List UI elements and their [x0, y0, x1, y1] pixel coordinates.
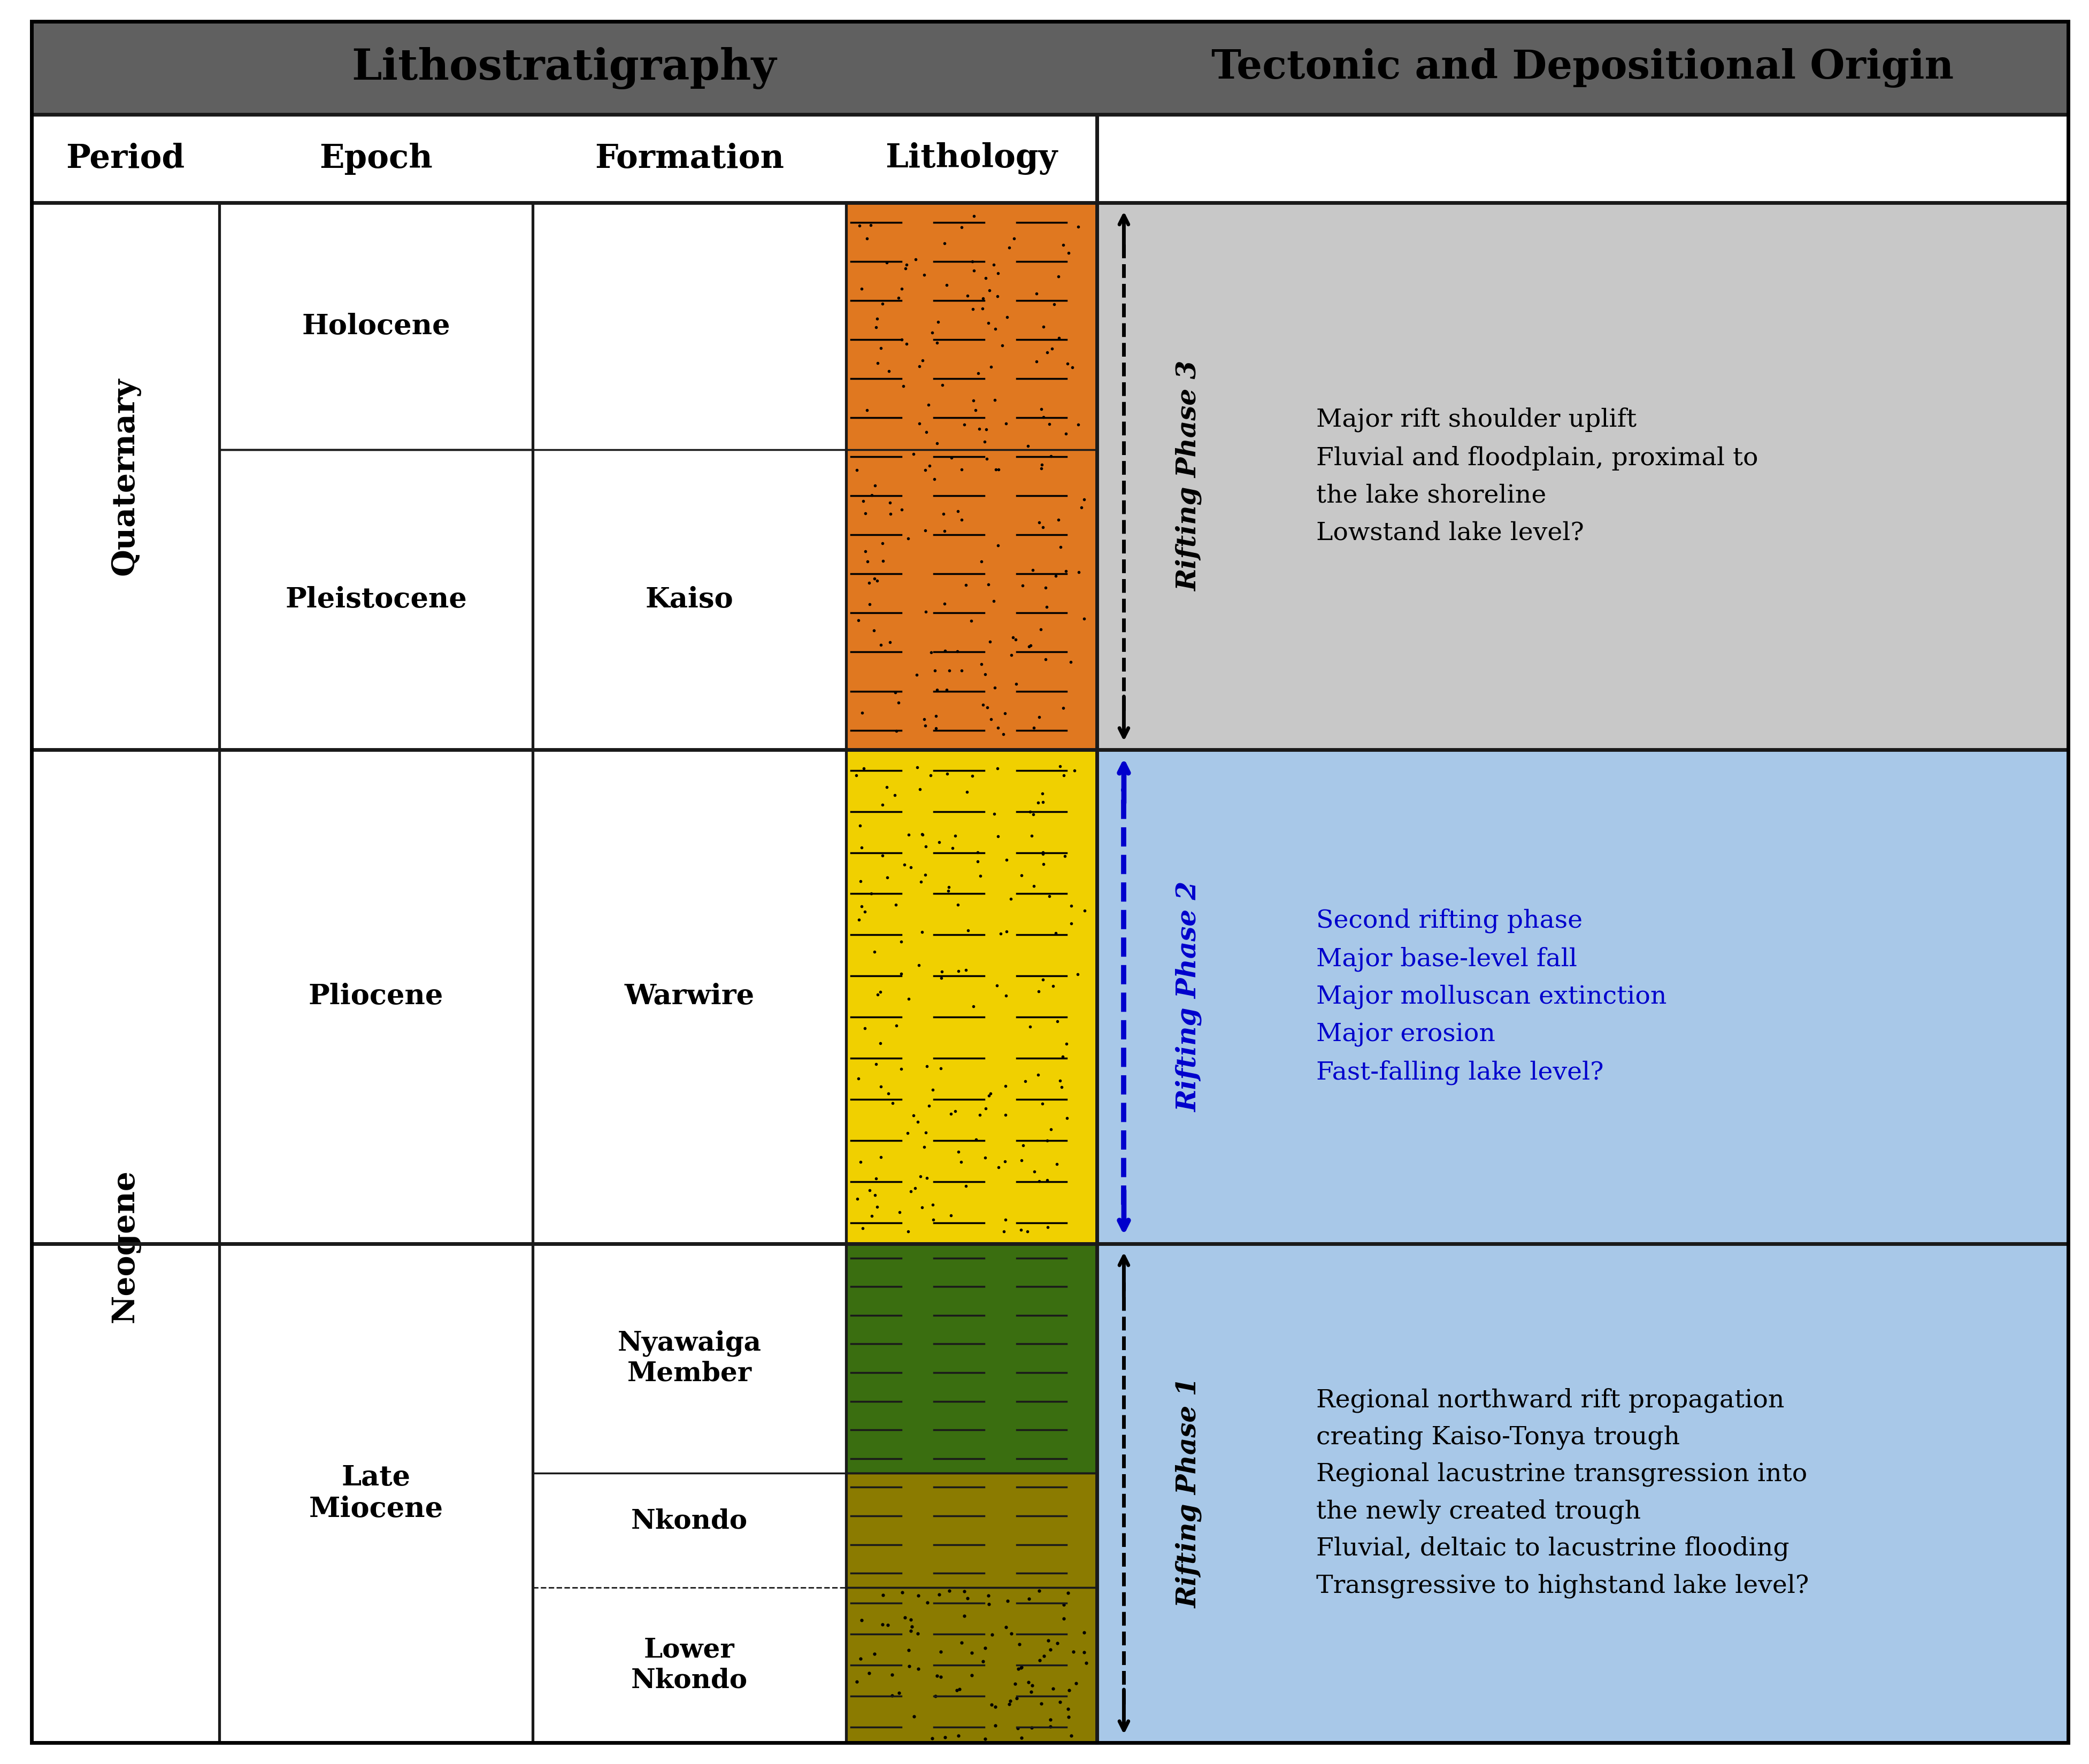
- Bar: [1097, 203, 2068, 750]
- Text: Nyawaiga
Member: Nyawaiga Member: [618, 1330, 760, 1387]
- Bar: [846, 750, 1097, 1244]
- Bar: [533, 1244, 846, 1743]
- Bar: [31, 21, 2068, 115]
- Text: Lithostratigraphy: Lithostratigraphy: [351, 48, 777, 88]
- Bar: [219, 750, 533, 1244]
- Text: Neogene: Neogene: [111, 1170, 140, 1323]
- Text: Second rifting phase
Major base-level fall
Major molluscan extinction
Major eros: Second rifting phase Major base-level fa…: [1316, 908, 1667, 1085]
- Text: Lithology: Lithology: [886, 143, 1057, 175]
- Bar: [31, 750, 219, 1743]
- Bar: [1097, 1244, 2068, 1743]
- Bar: [533, 203, 846, 750]
- Text: Period: Period: [67, 143, 184, 175]
- Bar: [219, 1244, 533, 1743]
- Bar: [846, 1473, 1097, 1588]
- Text: Lower
Nkondo: Lower Nkondo: [631, 1637, 748, 1693]
- Text: Regional northward rift propagation
creating Kaiso-Tonya trough
Regional lacustr: Regional northward rift propagation crea…: [1316, 1388, 1809, 1598]
- Text: Nkondo: Nkondo: [631, 1508, 748, 1535]
- Text: Late
Miocene: Late Miocene: [309, 1464, 443, 1522]
- Bar: [219, 450, 533, 750]
- Text: Holocene: Holocene: [301, 312, 451, 340]
- Bar: [31, 115, 2068, 203]
- Text: Tectonic and Depositional Origin: Tectonic and Depositional Origin: [1212, 48, 1953, 88]
- Bar: [846, 1588, 1097, 1743]
- Text: Rifting Phase 2: Rifting Phase 2: [1176, 882, 1203, 1111]
- Bar: [533, 750, 846, 1244]
- Text: Epoch: Epoch: [320, 143, 432, 175]
- Text: Pleistocene: Pleistocene: [284, 586, 468, 614]
- Text: Pliocene: Pliocene: [309, 983, 443, 1011]
- Text: Formation: Formation: [595, 143, 783, 175]
- Bar: [846, 203, 1097, 750]
- Bar: [846, 1244, 1097, 1473]
- Text: Kaiso: Kaiso: [646, 586, 733, 614]
- Text: Rifting Phase 3: Rifting Phase 3: [1176, 362, 1203, 591]
- Text: Quaternary: Quaternary: [111, 377, 140, 575]
- Text: Warwire: Warwire: [625, 983, 754, 1011]
- Text: Major rift shoulder uplift
Fluvial and floodplain, proximal to
the lake shorelin: Major rift shoulder uplift Fluvial and f…: [1316, 407, 1759, 545]
- Bar: [1097, 750, 2068, 1244]
- Bar: [219, 203, 533, 450]
- Text: Rifting Phase 1: Rifting Phase 1: [1176, 1378, 1203, 1609]
- Bar: [31, 203, 219, 750]
